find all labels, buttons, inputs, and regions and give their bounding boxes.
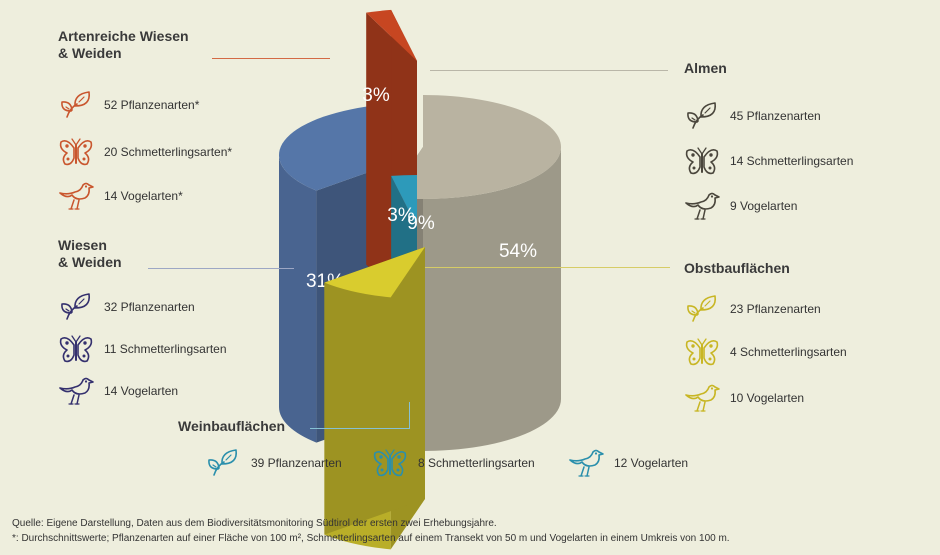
stat-weinbau-birds: 12 Vogelarten: [568, 447, 688, 479]
stat-label: 32 Pflanzenarten: [104, 300, 195, 314]
stat-label: 4 Schmetterlingsarten: [730, 345, 847, 359]
stat-label: 45 Pflanzenarten: [730, 109, 821, 123]
stat-label: 14 Schmetterlingsarten: [730, 154, 854, 168]
butterfly-icon: [685, 338, 719, 366]
stat-label: 11 Schmetterlingsarten: [104, 342, 227, 356]
butterfly-icon: [373, 449, 407, 477]
stat-label: 20 Schmetterlingsarten*: [104, 145, 233, 159]
stat-label: 14 Vogelarten*: [104, 189, 183, 203]
category-title-artenreiche: Artenreiche Wiesen & Weiden: [58, 28, 189, 62]
stat-almen-birds: 9 Vogelarten: [684, 190, 797, 222]
plant-icon: [208, 449, 238, 476]
bird-icon: [685, 384, 720, 412]
footnote: *: Durchschnittswerte; Pflanzenarten auf…: [12, 533, 730, 544]
stat-wiesen-birds: 14 Vogelarten: [58, 375, 178, 407]
title-line: Obstbauflächen: [684, 260, 790, 276]
leader-line-almen: [430, 70, 668, 71]
category-title-wiesen: Wiesen & Weiden: [58, 237, 122, 271]
category-title-almen: Almen: [684, 60, 727, 77]
pie-slice-label: 54%: [499, 241, 537, 262]
leader-line-artenreiche: [212, 58, 330, 59]
bird-icon: [685, 192, 720, 220]
slice-wall: [279, 155, 317, 443]
title-line: & Weiden: [58, 254, 122, 270]
slice-top: [388, 95, 562, 199]
slice-top: [324, 247, 425, 298]
plant-icon: [687, 295, 717, 322]
stat-almen-butterflies: 14 Schmetterlingsarten: [684, 145, 853, 177]
stat-label: 10 Vogelarten: [730, 391, 805, 405]
category-title-obstbau: Obstbauflächen: [684, 260, 790, 277]
butterfly-icon: [59, 335, 93, 363]
stat-obstbau-butterflies: 4 Schmetterlingsarten: [684, 336, 847, 368]
title-line: Wiesen: [58, 237, 107, 253]
stat-almen-plants: 45 Pflanzenarten: [684, 100, 821, 132]
stat-label: 9 Vogelarten: [730, 199, 798, 213]
stat-label: 23 Pflanzenarten: [730, 302, 821, 316]
plant-icon: [61, 91, 91, 118]
stat-label: 14 Vogelarten: [104, 384, 179, 398]
title-line: Almen: [684, 60, 727, 76]
stat-artenreiche-birds: 14 Vogelarten*: [58, 180, 183, 212]
stat-wiesen-plants: 32 Pflanzenarten: [58, 291, 195, 323]
slice-wall: [388, 147, 561, 451]
stat-obstbau-plants: 23 Pflanzenarten: [684, 293, 821, 325]
title-line: Artenreiche Wiesen: [58, 28, 189, 44]
leader-line-wiesen: [148, 268, 294, 269]
bird-icon: [59, 182, 94, 210]
stat-artenreiche-butterflies: 20 Schmetterlingsarten*: [58, 136, 232, 168]
title-line: & Weiden: [58, 45, 122, 61]
leader-line-weinbau: [310, 428, 410, 429]
stat-weinbau-plants: 39 Pflanzenarten: [205, 447, 342, 479]
butterfly-icon: [685, 147, 719, 175]
category-title-weinbau: Weinbauflächen: [178, 418, 285, 435]
stat-label: 12 Vogelarten: [614, 456, 689, 470]
stat-label: 39 Pflanzenarten: [251, 456, 342, 470]
leader-line-weinbau-vertical: [409, 402, 410, 428]
stat-weinbau-butterflies: 8 Schmetterlingsarten: [372, 447, 535, 479]
plant-icon: [687, 102, 717, 129]
stat-label: 8 Schmetterlingsarten: [418, 456, 535, 470]
title-line: Weinbauflächen: [178, 418, 286, 434]
pie-slice-label: 3%: [387, 205, 415, 226]
stat-obstbau-birds: 10 Vogelarten: [684, 382, 804, 414]
slice-top: [366, 9, 417, 62]
plant-icon: [61, 293, 91, 320]
pie-slice-label: 9%: [407, 213, 435, 234]
pie-slice-label: 3%: [362, 85, 390, 106]
bird-icon: [569, 449, 604, 477]
slice-top: [391, 175, 417, 227]
stat-label: 52 Pflanzenarten*: [104, 98, 200, 112]
butterfly-icon: [59, 138, 93, 166]
source-note: Quelle: Eigene Darstellung, Daten aus de…: [12, 518, 497, 529]
stat-artenreiche-plants: 52 Pflanzenarten*: [58, 89, 199, 121]
stat-wiesen-butterflies: 11 Schmetterlingsarten: [58, 333, 227, 365]
leader-line-obstbau: [425, 267, 670, 268]
bird-icon: [59, 377, 94, 405]
